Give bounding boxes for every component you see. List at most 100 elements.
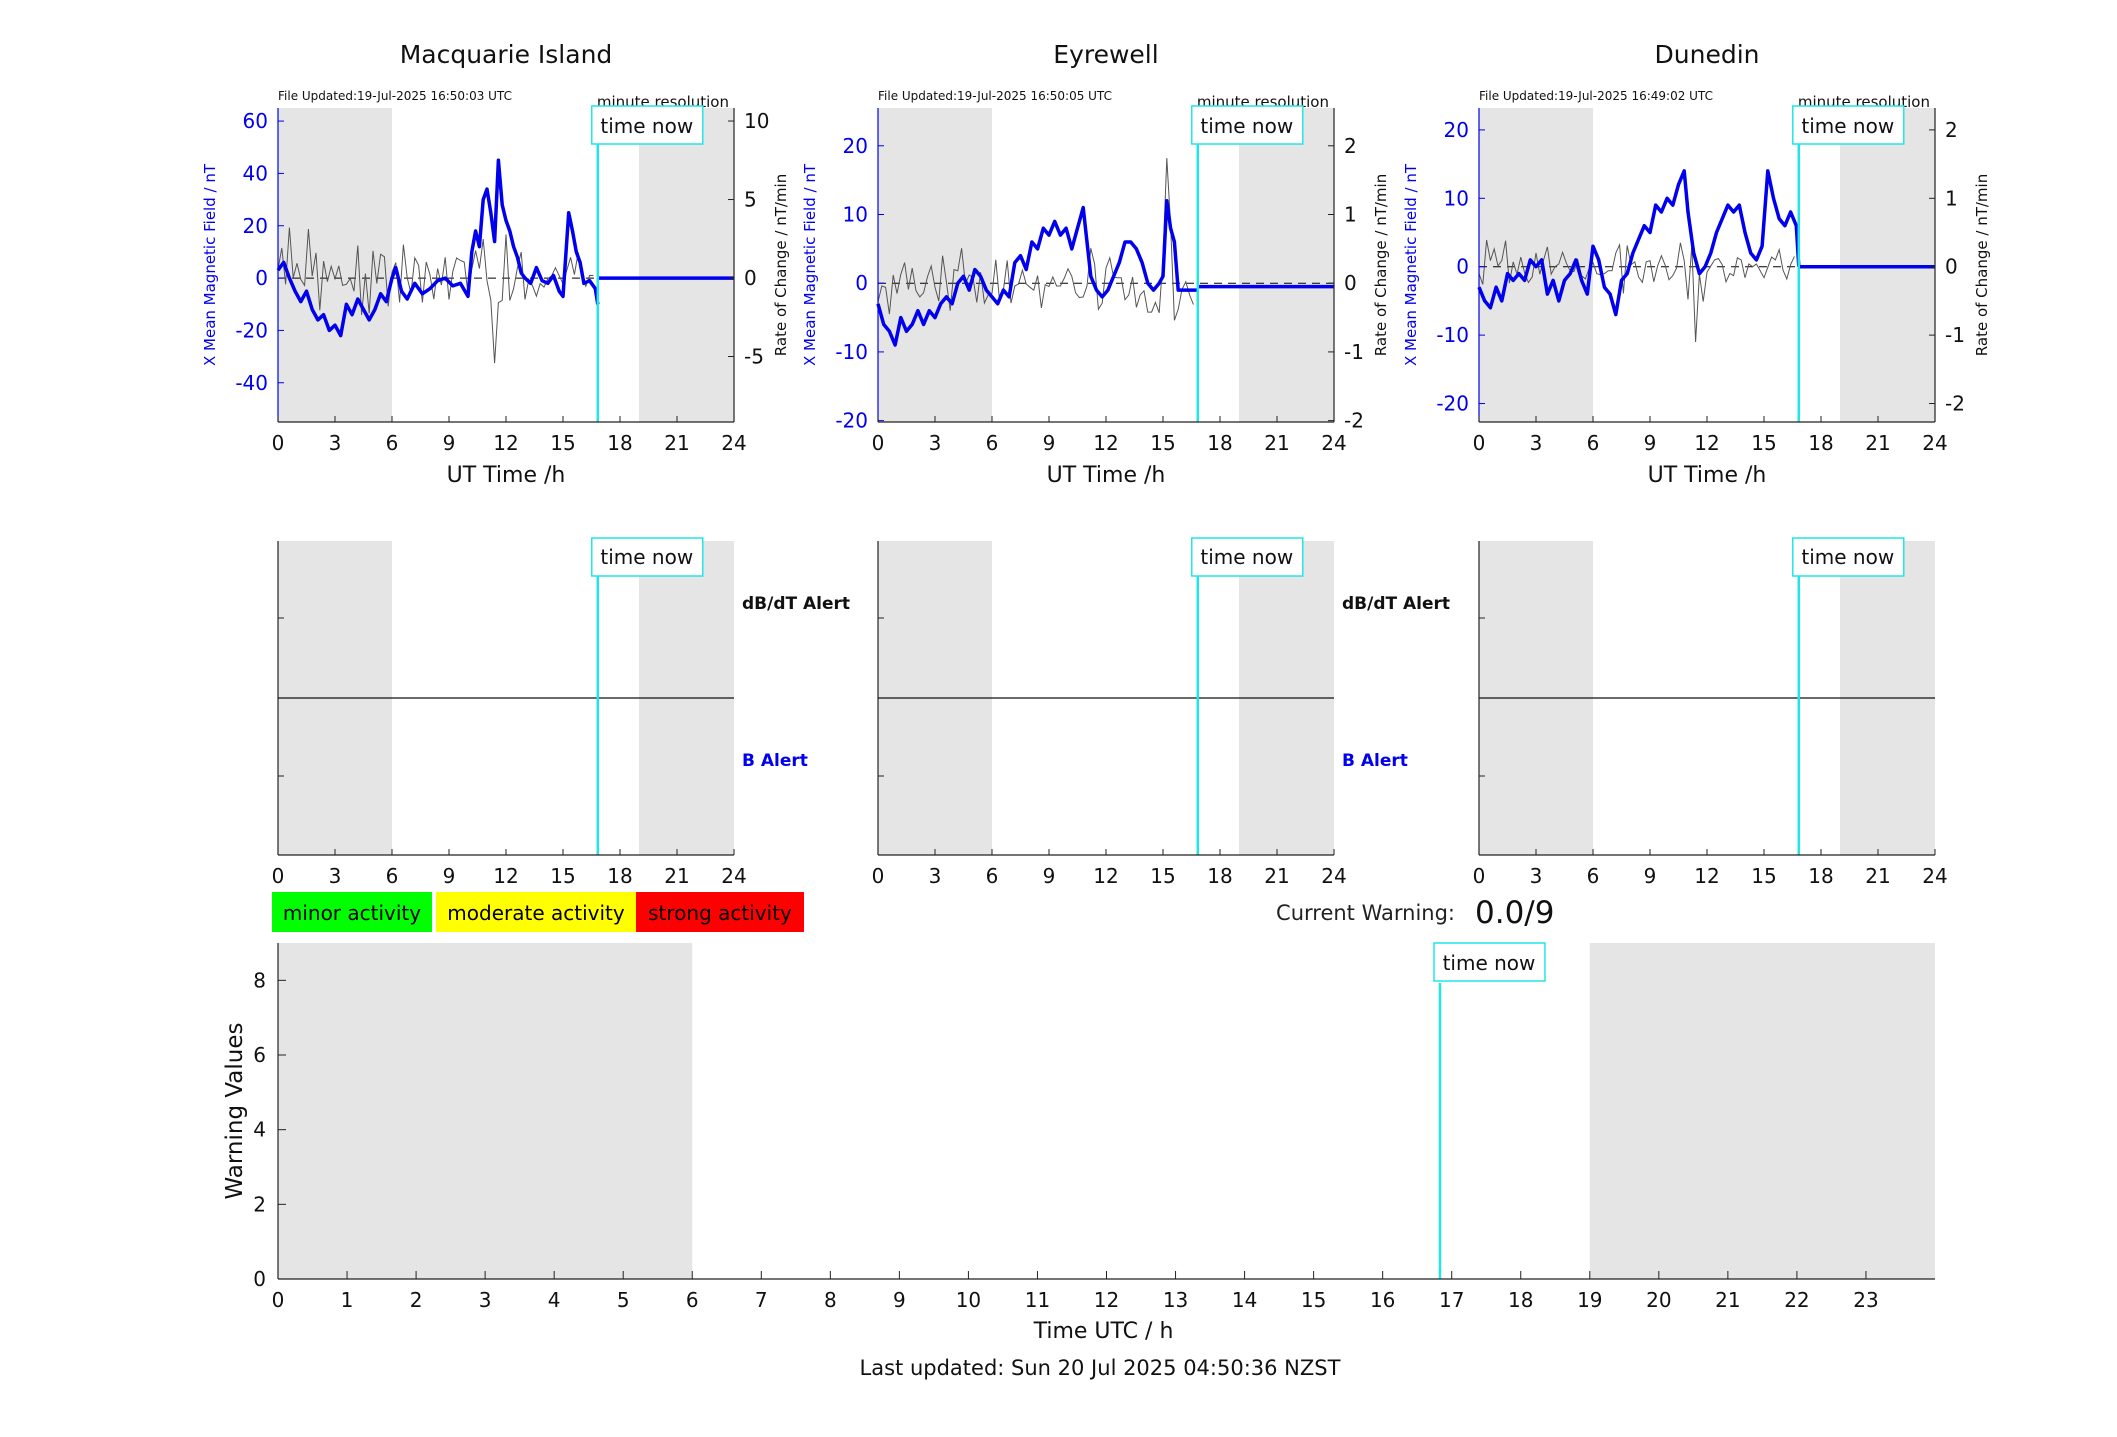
x-tick-label: 13 <box>1163 1288 1188 1312</box>
rate-of-change-series <box>877 158 1194 321</box>
x-tick-label: 11 <box>1025 1288 1050 1312</box>
time-now-label: time now <box>1200 545 1293 569</box>
right-tick-label: 0 <box>744 266 757 290</box>
field-series <box>1477 169 1801 317</box>
x-tick-label: 9 <box>1043 431 1056 455</box>
x-tick-label: 9 <box>893 1288 906 1312</box>
shaded-night-region <box>639 108 734 422</box>
current-warning-label: Current Warning: <box>1276 901 1455 925</box>
right-tick-label: 1 <box>1945 186 1958 210</box>
left-tick-label: 40 <box>243 161 268 185</box>
time-now-label: time now <box>1200 114 1293 138</box>
station-panel: Dunedin File Updated:19-Jul-2025 16:49:02… <box>1402 40 1991 488</box>
left-tick-label: -20 <box>1436 392 1469 416</box>
x-tick-label: 8 <box>824 1288 837 1312</box>
x-tick-label: 24 <box>721 864 746 888</box>
x-tick-label: 3 <box>479 1288 492 1312</box>
x-tick-label: 0 <box>272 864 285 888</box>
x-tick-label: 9 <box>443 864 456 888</box>
x-tick-label: 18 <box>1207 864 1232 888</box>
station-panels: Macquarie Island File Updated:19-Jul-2025… <box>201 40 1991 488</box>
x-tick-label: 24 <box>1321 431 1346 455</box>
x-tick-label: 12 <box>493 864 518 888</box>
x-axis-label: UT Time /h <box>1648 463 1767 488</box>
y-tick-label: 6 <box>253 1043 266 1067</box>
x-tick-label: 22 <box>1784 1288 1809 1312</box>
x-tick-label: 6 <box>386 431 399 455</box>
station-title: Dunedin <box>1655 40 1760 69</box>
current-warning-value: 0.0/9 <box>1475 895 1554 931</box>
x-tick-label: 15 <box>1751 431 1776 455</box>
x-tick-label: 21 <box>1715 1288 1740 1312</box>
last-updated: Last updated: Sun 20 Jul 2025 04:50:36 N… <box>860 1356 1341 1380</box>
y-tick-label: 0 <box>253 1267 266 1291</box>
shaded-night-region <box>278 943 693 1279</box>
x-tick-label: 3 <box>1530 864 1543 888</box>
x-axis-label: UT Time /h <box>1047 463 1166 488</box>
right-tick-label: -2 <box>1344 409 1364 433</box>
x-tick-label: 0 <box>1473 864 1486 888</box>
left-tick-label: -40 <box>235 371 268 395</box>
x-tick-label: 3 <box>929 864 942 888</box>
right-tick-label: -1 <box>1945 323 1965 347</box>
x-tick-label: 0 <box>272 1288 285 1312</box>
x-tick-label: 6 <box>686 1288 699 1312</box>
time-now-box <box>1191 537 1304 577</box>
right-tick-label: 5 <box>744 188 757 212</box>
right-tick-label: -2 <box>1945 392 1965 416</box>
time-now-box <box>1792 105 1905 145</box>
time-now-label: time now <box>1443 951 1536 975</box>
shaded-night-region <box>878 108 992 422</box>
alert-panel: time now 0 3 6 9 12 15 18 21 24 <box>1473 537 1948 888</box>
time-now-label: time now <box>600 114 693 138</box>
x-tick-label: 9 <box>1644 864 1657 888</box>
alert-panels: time now 0 3 6 9 12 15 18 21 24 dB/dT Alert B Alert… <box>272 537 1948 888</box>
x-tick-label: 4 <box>548 1288 561 1312</box>
legend-moderate-swatch <box>436 892 636 932</box>
legend-minor-swatch <box>272 892 432 932</box>
activity-legend: minor activity moderate activity strong … <box>272 892 804 932</box>
legend-strong-swatch <box>636 892 804 932</box>
station-panel: Macquarie Island File Updated:19-Jul-2025… <box>201 40 790 488</box>
x-tick-label: 17 <box>1439 1288 1464 1312</box>
x-tick-label: 2 <box>410 1288 423 1312</box>
b-alert-label: B Alert <box>1342 751 1408 771</box>
time-now-label: time now <box>1801 545 1894 569</box>
alert-panel: time now 0 3 6 9 12 15 18 21 24 dB/dT Alert B Alert <box>272 537 850 888</box>
right-tick-label: 2 <box>1344 134 1357 158</box>
x-tick-label: 24 <box>721 431 746 455</box>
x-tick-label: 15 <box>1301 1288 1326 1312</box>
x-tick-label: 24 <box>1922 864 1947 888</box>
x-tick-label: 6 <box>1587 864 1600 888</box>
x-tick-label: 21 <box>1264 864 1289 888</box>
field-series <box>876 199 1198 347</box>
y-tick-label: 4 <box>253 1118 266 1142</box>
right-tick-label: -1 <box>1344 340 1364 364</box>
x-tick-label: 12 <box>1094 1288 1119 1312</box>
shaded-night-region <box>1589 943 1935 1279</box>
x-tick-label: 1 <box>341 1288 354 1312</box>
y-tick-label: 8 <box>253 968 266 992</box>
x-tick-label: 23 <box>1853 1288 1878 1312</box>
time-now-box <box>591 537 704 577</box>
x-tick-label: 19 <box>1577 1288 1602 1312</box>
dbdt-alert-label: dB/dT Alert <box>742 594 850 614</box>
left-tick-label: 10 <box>1444 186 1469 210</box>
left-tick-label: 60 <box>243 109 268 133</box>
x-tick-label: 15 <box>550 431 575 455</box>
field-series <box>276 158 600 338</box>
left-axis-label: X Mean Magnetic Field / nT <box>201 163 219 366</box>
x-tick-label: 0 <box>872 864 885 888</box>
time-now-label: time now <box>600 545 693 569</box>
x-tick-label: 9 <box>1644 431 1657 455</box>
x-tick-label: 21 <box>1264 431 1289 455</box>
rate-of-change-series <box>1478 239 1795 343</box>
legend-minor-label: minor activity <box>283 901 421 925</box>
alert-panel: time now 0 3 6 9 12 15 18 21 24 dB/dT Alert B Alert <box>872 537 1450 888</box>
file-updated-label: File Updated:19-Jul-2025 16:50:03 UTC <box>278 89 512 103</box>
x-tick-label: 6 <box>986 864 999 888</box>
x-tick-label: 21 <box>1865 431 1890 455</box>
left-tick-label: -10 <box>1436 323 1469 347</box>
x-tick-label: 18 <box>607 864 632 888</box>
